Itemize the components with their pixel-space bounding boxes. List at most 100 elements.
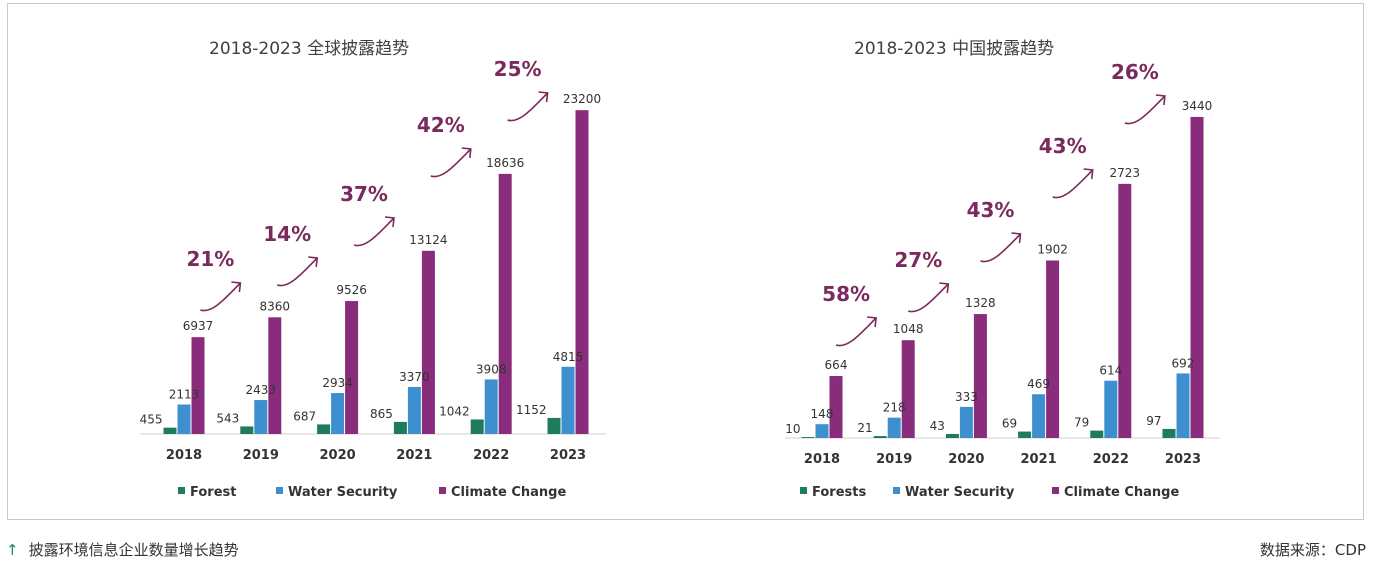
legend-label: Forests [812, 485, 866, 500]
bar-forests [873, 436, 887, 438]
data-label: 1328 [965, 296, 996, 310]
bar-climate-change [345, 301, 359, 434]
chart-frame: 2018-2023 全球披露趋势 2018 455 2113 6937 2019 543 2… [7, 3, 1364, 520]
caption-text: 披露环境信息企业数量增长趋势 [28, 541, 239, 559]
data-label: 543 [216, 411, 239, 425]
growth-percentage: 25% [494, 57, 542, 81]
bar-forest [547, 417, 561, 434]
x-tick-label: 2018 [166, 448, 202, 463]
data-source: 数据来源：CDP [1259, 541, 1366, 559]
bar-climate-change [1046, 260, 1060, 438]
legend-swatch [1052, 487, 1059, 494]
data-label: 1042 [439, 404, 470, 418]
data-label: 218 [883, 401, 906, 415]
arrow-head-icon [308, 256, 319, 268]
growth-percentage: 21% [186, 247, 234, 271]
data-label: 2113 [169, 388, 200, 402]
growth-arrow-icon [353, 217, 395, 247]
data-label: 97 [1146, 414, 1161, 428]
data-label: 692 [1172, 356, 1195, 370]
arrow-head-icon [384, 216, 395, 228]
growth-arrow-icon [908, 283, 949, 313]
bar-climate-change [575, 110, 589, 435]
growth-percentage: 43% [967, 198, 1015, 222]
arrow-head-icon [1011, 232, 1022, 244]
x-tick-label: 2020 [948, 452, 984, 467]
bar-forest [470, 419, 484, 434]
bar-forest [163, 427, 177, 434]
data-label: 18636 [486, 156, 524, 170]
bar-water-security [561, 366, 575, 434]
x-tick-label: 2023 [1165, 452, 1201, 467]
legend-swatch [439, 487, 446, 494]
growth-arrow-icon [430, 148, 472, 178]
data-label: 1048 [893, 322, 924, 336]
data-label: 79 [1074, 416, 1089, 430]
data-label: 10 [785, 422, 800, 436]
global-disclosure-chart: 2018-2023 全球披露趋势 2018 455 2113 6937 2019 543 2… [140, 39, 606, 500]
bar-water-security [254, 400, 268, 434]
data-label: 148 [811, 407, 834, 421]
data-label: 13124 [409, 233, 447, 247]
data-label: 9526 [336, 283, 367, 297]
arrow-head-icon [1155, 94, 1166, 106]
data-label: 687 [293, 409, 316, 423]
x-tick-label: 2021 [396, 448, 432, 463]
data-label: 3908 [476, 362, 507, 376]
growth-percentage: 42% [417, 113, 465, 137]
legend-label: Climate Change [1064, 485, 1179, 500]
chart-title: 2018-2023 全球披露趋势 [209, 39, 409, 59]
data-label: 21 [857, 421, 872, 435]
bar-forest [240, 426, 254, 434]
data-label: 2934 [322, 376, 353, 390]
data-label: 69 [1002, 417, 1017, 431]
data-label: 664 [825, 358, 848, 372]
growth-percentage: 14% [263, 222, 311, 246]
bar-climate-change [1118, 183, 1132, 438]
data-label: 8360 [260, 299, 291, 313]
bar-forest [317, 424, 331, 434]
bar-water-security [407, 386, 421, 434]
data-label: 23200 [563, 92, 601, 106]
bar-water-security [959, 406, 973, 438]
arrow-head-icon [1083, 168, 1094, 180]
bar-climate-change [191, 337, 205, 434]
legend-label: Forest [190, 485, 236, 500]
legend-swatch [178, 487, 185, 494]
legend-swatch [276, 487, 283, 494]
bar-water-security [1032, 394, 1046, 438]
bar-climate-change [421, 250, 435, 434]
x-tick-label: 2021 [1021, 452, 1057, 467]
data-label: 865 [370, 407, 393, 421]
growth-percentage: 58% [822, 282, 870, 306]
x-tick-label: 2023 [550, 448, 586, 463]
x-tick-label: 2022 [1093, 452, 1129, 467]
bar-climate-change [973, 314, 987, 438]
x-tick-label: 2022 [473, 448, 509, 463]
x-tick-label: 2019 [243, 448, 279, 463]
x-tick-label: 2019 [876, 452, 912, 467]
chart-title: 2018-2023 中国披露趋势 [854, 39, 1054, 59]
data-label: 6937 [183, 319, 214, 333]
bar-forests [945, 433, 959, 438]
legend-label: Water Security [288, 485, 398, 500]
data-label: 469 [1027, 377, 1050, 391]
data-label: 43 [930, 419, 945, 433]
bar-water-security [1176, 373, 1190, 438]
arrow-head-icon [939, 282, 950, 294]
data-label: 455 [140, 413, 163, 427]
legend-swatch [800, 487, 807, 494]
growth-arrow-icon [276, 257, 318, 287]
data-label: 2723 [1110, 166, 1141, 180]
bar-forest [393, 421, 407, 434]
x-tick-label: 2020 [320, 448, 356, 463]
arrow-head-icon [867, 316, 877, 328]
data-label: 614 [1099, 364, 1122, 378]
legend-label: Climate Change [451, 485, 566, 500]
growth-arrow-icon [200, 282, 241, 312]
bar-forests [1162, 428, 1176, 438]
x-tick-label: 2018 [804, 452, 840, 467]
arrow-head-icon [461, 147, 472, 159]
china-disclosure-chart: 2018-2023 中国披露趋势 2018 10 148 664 2019 21 218 10… [785, 39, 1220, 500]
bar-forests [1018, 431, 1032, 438]
